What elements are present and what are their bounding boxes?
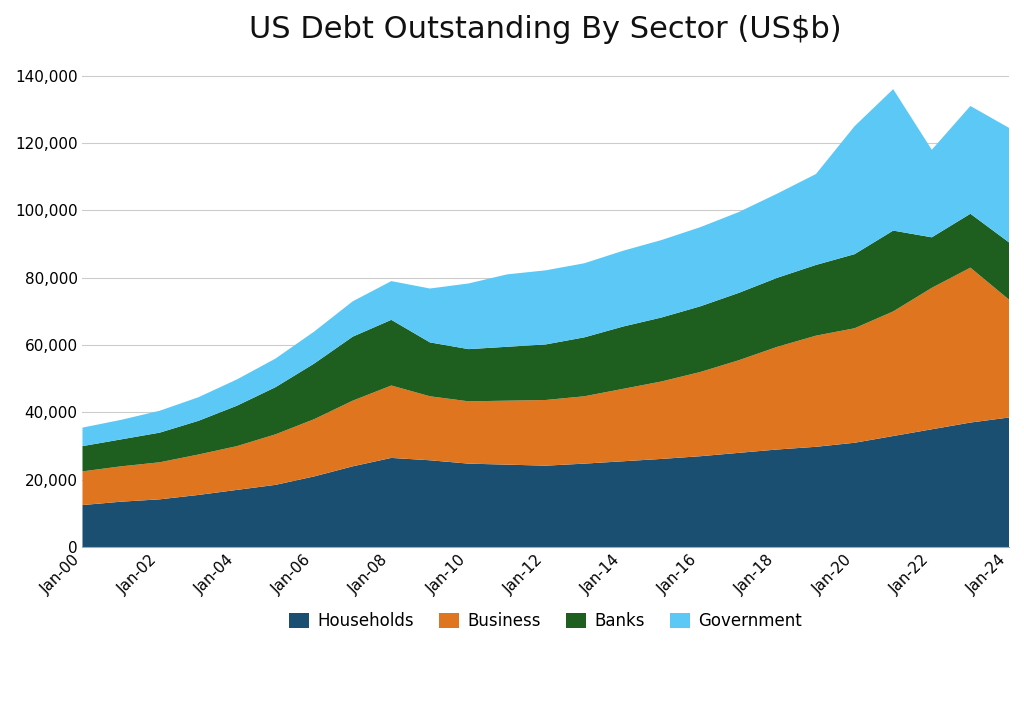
Legend: Households, Business, Banks, Government: Households, Business, Banks, Government [283,605,809,636]
Title: US Debt Outstanding By Sector (US$b): US Debt Outstanding By Sector (US$b) [250,15,842,44]
